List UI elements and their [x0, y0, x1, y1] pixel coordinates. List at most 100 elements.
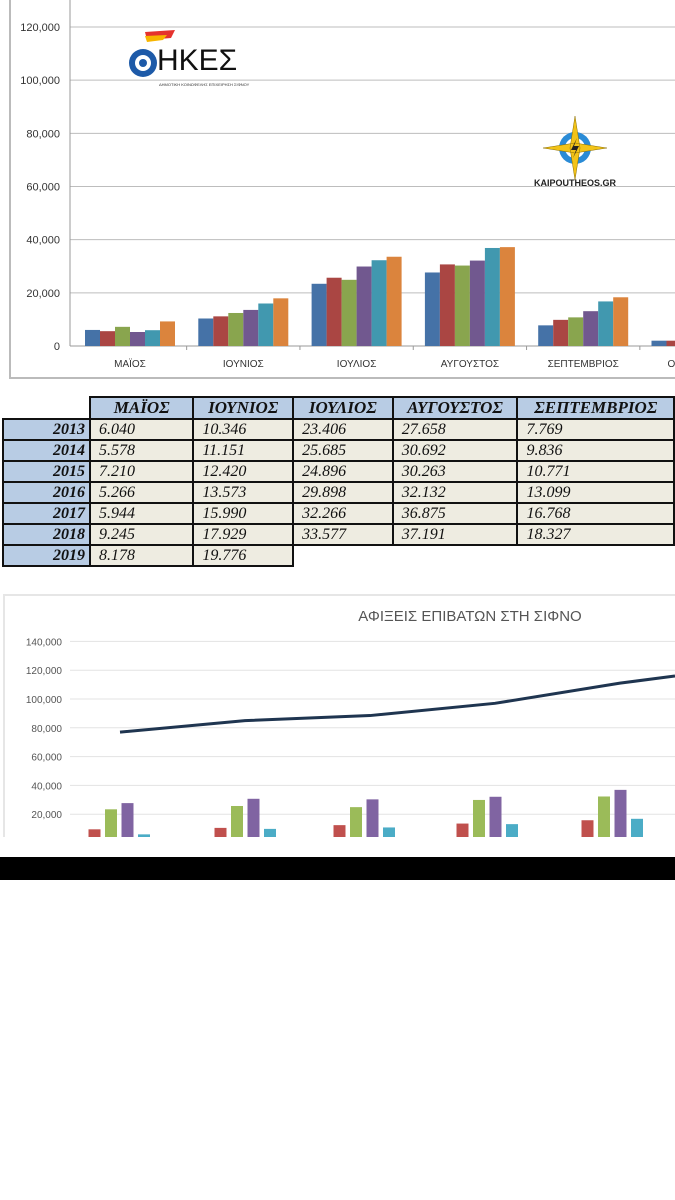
y-tick-label: 40,000: [31, 781, 62, 792]
y-tick-label: 140,000: [26, 637, 63, 648]
value-cell: 16.768: [516, 502, 675, 525]
dikes-logo: ΗΚΕΣ ΔΗΜΟΤΙΚΗ ΚΟΙΝΩΦΕΛΗΣ ΕΠΙΧΕΙΡΗΣΗ ΣΙΦΝ…: [129, 30, 250, 87]
bar-series2-group0: [105, 809, 117, 837]
bar-2013-3: [424, 272, 440, 346]
column-header: ΙΟΥΝΙΟΣ: [192, 396, 295, 420]
bar-series4-group3: [506, 824, 518, 837]
value-cell: 7.210: [89, 460, 195, 483]
bar-series4-group1: [264, 828, 276, 837]
table-row: 2013 6.040 10.346 23.406 27.658 7.769: [1, 418, 675, 441]
year-cell: 2017: [1, 502, 92, 525]
bar-series2-group3: [473, 799, 485, 837]
value-cell: 9.836: [516, 439, 675, 462]
bar-2017-4: [598, 301, 614, 346]
chart-title: ΑΦΙΞΕΙΣ ΕΠΙΒΑΤΩΝ ΣΤΗ ΣΙΦΝΟ: [358, 608, 581, 625]
bar-2013-0: [85, 329, 100, 346]
table-row: 2016 5.266 13.573 29.898 32.132 13.099: [1, 481, 675, 504]
arrivals-table: ΜΑΪΟΣ ΙΟΥΝΙΟΣ ΙΟΥΛΙΟΣ ΑΥΓΟΥΣΤΟΣ ΣΕΠΤΕΜΒΡΙΟΣ 2…: [1, 396, 675, 567]
table-row: 2015 7.210 12.420 24.896 30.263 10.771: [1, 460, 675, 483]
bar-2017-1: [258, 303, 274, 346]
bar-2013-4: [538, 325, 554, 346]
x-tick-label: ΙΟΥΝΙΟΣ: [223, 359, 264, 370]
value-cell: 6.040: [89, 418, 195, 441]
bar-2018-2: [386, 256, 402, 346]
empty-cell: [392, 545, 518, 566]
value-cell: 5.944: [89, 502, 195, 525]
bar-series3-group0: [121, 803, 134, 837]
value-cell: 15.990: [192, 502, 295, 525]
bar-2014-1: [213, 316, 229, 346]
bar-series1-group0: [88, 829, 101, 837]
bar-2018-4: [613, 297, 629, 346]
x-tick-label: ΟΚΤΩΒΡΙΟΣ: [668, 359, 675, 370]
value-cell: 25.685: [292, 439, 394, 462]
x-tick-label: ΑΥΓΟΥΣΤΟΣ: [441, 359, 499, 370]
value-cell: 5.266: [89, 481, 195, 504]
value-cell: 32.266: [292, 502, 394, 525]
year-cell: 2018: [1, 523, 92, 546]
table-row: 2014 5.578 11.151 25.685 30.692 9.836: [1, 439, 675, 462]
bar-series2-group1: [231, 805, 243, 837]
column-header: ΜΑΪΟΣ: [89, 396, 195, 420]
value-cell: 10.771: [516, 460, 675, 483]
bar-2018-0: [160, 321, 175, 346]
bar-2013-1: [198, 318, 214, 346]
bar-series1-group3: [456, 823, 469, 837]
table-row: 2017 5.944 15.990 32.266 36.875 16.768: [1, 502, 675, 525]
y-tick-label: 120,000: [20, 22, 60, 34]
y-tick-label: 80,000: [26, 128, 60, 140]
y-tick-label: 100,000: [20, 75, 60, 87]
passenger-arrivals-sifnos-chart: ΑΦΙΞΕΙΣ ΕΠΙΒΑΤΩΝ ΣΤΗ ΣΙΦΝΟ 20,000 40,000 6…: [3, 594, 675, 837]
bar-series4-group4: [631, 818, 643, 837]
bar-series1-group2: [333, 825, 346, 837]
bar-2017-2: [371, 260, 387, 346]
bar-series3-group3: [489, 796, 502, 837]
value-cell: 37.191: [391, 523, 519, 546]
bar-2016-3: [469, 260, 485, 346]
value-cell: 29.898: [292, 481, 394, 504]
bar-2015-2: [341, 279, 357, 346]
y-tick-label: 120,000: [26, 666, 63, 677]
monthly-arrivals-bar-chart: 0 20,000 40,000 60,000 80,000 100,000 120,000 Μ…: [9, 0, 675, 379]
bar-series3-group2: [366, 799, 379, 837]
bar-series2-group2: [350, 807, 362, 837]
bar-2014-5: [666, 340, 675, 346]
bar-series1-group4: [581, 820, 594, 837]
bar-2016-1: [243, 309, 259, 346]
value-cell: 13.573: [192, 481, 295, 504]
black-bar: [0, 857, 675, 880]
value-cell: 27.658: [391, 418, 519, 441]
y-tick-label: 60,000: [26, 182, 60, 194]
value-cell: 17.929: [192, 523, 295, 546]
empty-cell: [293, 545, 393, 566]
corner-cell: [3, 397, 91, 419]
value-cell: 33.577: [292, 523, 394, 546]
column-header: ΣΕΠΤΕΜΒΡΙΟΣ: [516, 396, 675, 420]
value-cell: 19.776: [192, 544, 295, 567]
bar-series3-group1: [247, 798, 260, 837]
value-cell: 8.178: [89, 544, 195, 567]
y-tick-label: 40,000: [26, 235, 60, 247]
year-cell: 2019: [1, 544, 92, 567]
y-tick-label: 100,000: [26, 695, 63, 706]
column-header: ΙΟΥΛΙΟΣ: [292, 396, 394, 420]
bar-2017-0: [145, 330, 160, 346]
value-cell: 9.245: [89, 523, 195, 546]
empty-cell: [517, 545, 674, 566]
bar-2018-3: [499, 247, 515, 346]
bar-series1-group1: [214, 827, 227, 837]
column-header: ΑΥΓΟΥΣΤΟΣ: [391, 396, 519, 420]
y-tick-label: 80,000: [31, 724, 62, 735]
dikes-logo-subtitle: ΔΗΜΟΤΙΚΗ ΚΟΙΝΩΦΕΛΗΣ ΕΠΙΧΕΙΡΗΣΗ ΣΙΦΝΟΥ: [159, 82, 250, 87]
total-arrivals-line: [119, 674, 675, 734]
bar-2015-3: [454, 265, 470, 346]
bar-2018-1: [273, 298, 289, 346]
x-tick-label: ΙΟΥΛΙΟΣ: [337, 359, 377, 370]
bar-series4-group0: [138, 834, 150, 837]
bar-2014-0: [100, 331, 115, 346]
value-cell: 30.692: [391, 439, 519, 462]
bar-2014-4: [553, 319, 569, 346]
year-cell: 2013: [1, 418, 92, 441]
value-cell: 18.327: [516, 523, 675, 546]
value-cell: 36.875: [391, 502, 519, 525]
